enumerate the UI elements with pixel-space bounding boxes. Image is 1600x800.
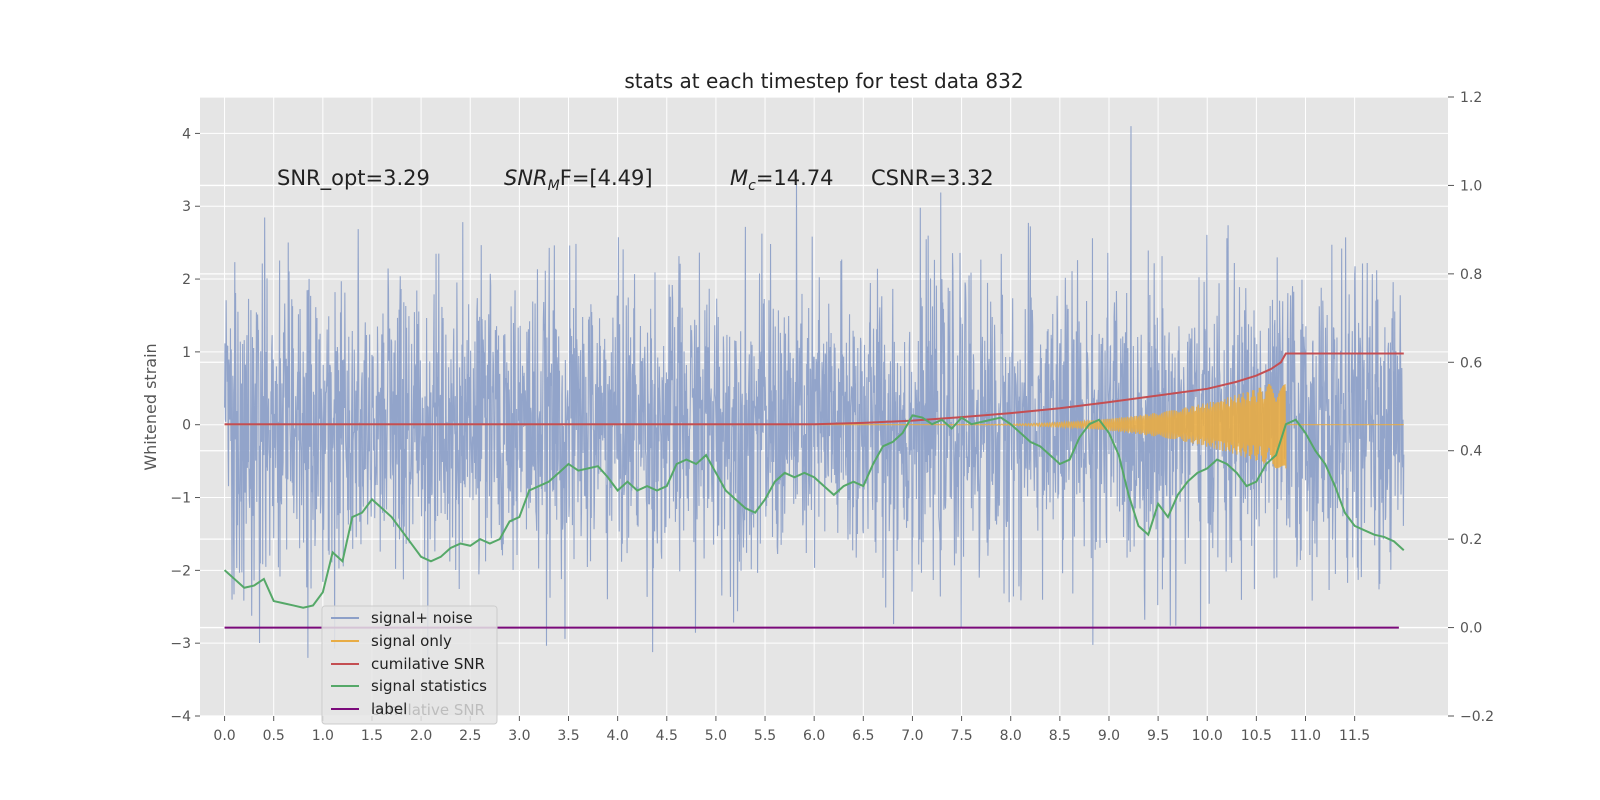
annotation-snr-mf-sub: M — [548, 178, 560, 194]
x-tick-label: 1.0 — [312, 728, 334, 744]
y-tick-label: 2 — [182, 272, 191, 288]
x-tick-label: 3.0 — [508, 728, 530, 744]
x-tick-label: 8.5 — [1049, 728, 1071, 744]
y2-tick-label: 1.0 — [1460, 178, 1482, 194]
x-tick-label: 11.5 — [1339, 728, 1370, 744]
y2-tick-label: 0.6 — [1460, 355, 1482, 371]
y2-tick-label: 0.2 — [1460, 532, 1482, 548]
legend-label-signal-only: signal only — [371, 632, 452, 650]
ticks: 0.0 0.5 1.0 1.5 2.0 2.5 3.0 3.5 4.0 4.5 5.0 5.5 6.0 6… — [170, 90, 1494, 744]
x-tick-label: 9.5 — [1147, 728, 1169, 744]
x-tick-label: 1.5 — [361, 728, 383, 744]
legend-box — [321, 605, 498, 725]
x-tick-label: 7.5 — [950, 728, 972, 744]
legend: cumilative SNR signal+ noise signal only… — [321, 605, 498, 725]
annotation-mc: Mc=14.74 — [730, 166, 834, 194]
y-tick-label: 3 — [182, 199, 191, 215]
y-tick-label: 1 — [182, 345, 191, 361]
x-tick-label: 5.0 — [705, 728, 727, 744]
legend-label-cumulative-snr: cumilative SNR — [371, 655, 485, 673]
legend-label-label: label — [371, 700, 407, 718]
legend-ghost-text: cumilative SNR — [371, 701, 485, 719]
x-tick-label: 7.0 — [901, 728, 923, 744]
x-tick-label: 2.5 — [459, 728, 481, 744]
y-tick-label: 0 — [182, 418, 191, 434]
y-tick-label: −1 — [170, 491, 191, 507]
x-tick-label: 3.5 — [557, 728, 579, 744]
series-cumulative-snr — [224, 352, 1404, 426]
chart-title: stats at each timestep for test data 832 — [624, 69, 1023, 93]
y2-tick-label: 1.2 — [1460, 90, 1482, 106]
x-tick-label: 2.0 — [410, 728, 432, 744]
y-tick-label: −3 — [170, 636, 191, 652]
x-tick-label: 4.5 — [656, 728, 678, 744]
y2-tick-label: 0.0 — [1460, 621, 1482, 637]
x-tick-label: 8.0 — [1000, 728, 1022, 744]
y2-tick-label: 0.4 — [1460, 444, 1482, 460]
annotation-mc-main: M — [730, 166, 748, 190]
y2-tick-label: 0.8 — [1460, 267, 1482, 283]
x-tick-label: 4.0 — [607, 728, 629, 744]
x-tick-label: 6.5 — [852, 728, 874, 744]
y-tick-label: −2 — [170, 563, 191, 579]
series-signal-statistics — [223, 414, 1405, 609]
annotation-csnr: CSNR=3.32 — [871, 166, 994, 190]
y2-tick-label: −0.2 — [1460, 709, 1494, 725]
x-tick-label: 6.0 — [803, 728, 825, 744]
annotation-snr-opt: SNR_opt=3.29 — [277, 166, 430, 191]
annotation-mc-sub: c — [748, 178, 756, 194]
annotation-snr-mf: SNRMF=[4.49] — [504, 166, 653, 194]
legend-label-signal-statistics: signal statistics — [371, 677, 487, 695]
x-tick-label: 10.0 — [1192, 728, 1223, 744]
x-tick-label: 5.5 — [754, 728, 776, 744]
x-tick-label: 0.0 — [213, 728, 235, 744]
x-tick-label: 9.0 — [1098, 728, 1120, 744]
annotation-snr-mf-rest: F=[4.49] — [560, 166, 653, 190]
annotation-mc-rest: =14.74 — [756, 166, 834, 190]
y-tick-label: −4 — [170, 709, 191, 725]
legend-label-signal-noise: signal+ noise — [371, 609, 473, 627]
x-tick-label: 10.5 — [1241, 728, 1272, 744]
y-tick-label: 4 — [182, 126, 191, 142]
x-tick-label: 11.0 — [1290, 728, 1321, 744]
x-tick-label: 0.5 — [263, 728, 285, 744]
annotation-snr-mf-main: SNR — [504, 166, 548, 190]
y-axis-title: Whitened strain — [141, 343, 160, 470]
